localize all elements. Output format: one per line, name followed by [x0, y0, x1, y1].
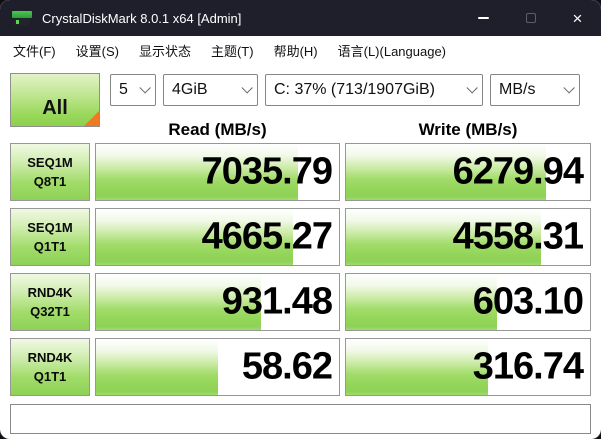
write-value: 316.74	[472, 345, 584, 388]
test-name: RND4K	[27, 350, 73, 365]
read-result-seq1m-q8t1: 7035.79	[95, 143, 340, 201]
maximize-icon	[525, 13, 536, 23]
close-button[interactable]: ×	[554, 0, 601, 36]
corner-marker-icon	[84, 111, 99, 126]
status-bar	[10, 404, 591, 434]
minimize-icon	[478, 17, 489, 19]
results-grid: SEQ1M Q8T1 7035.79 6279.94 SEQ1M Q1T1 46…	[10, 143, 591, 396]
score-bar	[96, 144, 298, 200]
test-name: SEQ1M	[27, 155, 73, 170]
comment-field[interactable]	[10, 404, 591, 434]
write-result-rnd4k-q1t1: 316.74	[345, 338, 591, 396]
write-result-seq1m-q1t1: 4558.31	[345, 208, 591, 266]
menu-help[interactable]: 帮助(H)	[273, 43, 318, 59]
read-column-header: Read (MB/s)	[168, 120, 267, 139]
write-value: 4558.31	[452, 215, 584, 258]
write-result-seq1m-q8t1: 6279.94	[345, 143, 591, 201]
score-bar	[96, 339, 218, 395]
score-bar	[346, 274, 498, 330]
test-queue: Q1T1	[33, 369, 67, 384]
write-value: 6279.94	[452, 150, 584, 193]
window-controls: ×	[460, 0, 601, 36]
read-result-rnd4k-q32t1: 931.48	[95, 273, 340, 331]
window-title: CrystalDiskMark 8.0.1 x64 [Admin]	[42, 10, 242, 26]
test-count-select[interactable]: 5	[110, 74, 156, 106]
write-column-header: Write (MB/s)	[418, 120, 518, 139]
test-queue: Q8T1	[33, 174, 67, 189]
test-button-seq1m-q1t1[interactable]: SEQ1M Q1T1	[10, 208, 90, 266]
menu-language[interactable]: 语言(L)(Language)	[337, 43, 447, 59]
score-bar	[346, 339, 488, 395]
read-value: 58.62	[241, 345, 333, 388]
title-bar: CrystalDiskMark 8.0.1 x64 [Admin] ×	[0, 0, 601, 36]
test-queue: Q32T1	[30, 304, 70, 319]
unit-select[interactable]: MB/s	[490, 74, 580, 106]
read-result-seq1m-q1t1: 4665.27	[95, 208, 340, 266]
run-all-label: All	[42, 97, 68, 119]
test-name: RND4K	[27, 285, 73, 300]
menu-view-status[interactable]: 显示状态	[138, 43, 191, 59]
chevron-down-icon	[466, 82, 478, 94]
menu-bar: 文件(F) 设置(S) 显示状态 主题(T) 帮助(H) 语言(L)(Langu…	[0, 36, 601, 64]
menu-theme[interactable]: 主题(T)	[210, 43, 254, 59]
test-button-rnd4k-q1t1[interactable]: RND4K Q1T1	[10, 338, 90, 396]
menu-settings[interactable]: 设置(S)	[75, 43, 119, 59]
test-queue: Q1T1	[33, 239, 67, 254]
minimize-button[interactable]	[460, 0, 507, 36]
app-disk-icon	[12, 10, 32, 27]
chevron-down-icon	[139, 82, 151, 94]
score-bar	[346, 144, 547, 200]
write-result-rnd4k-q32t1: 603.10	[345, 273, 591, 331]
score-bar	[346, 209, 542, 265]
read-value: 931.48	[221, 280, 333, 323]
test-button-rnd4k-q32t1[interactable]: RND4K Q32T1	[10, 273, 90, 331]
column-headers: Read (MB/s) Write (MB/s)	[10, 117, 591, 143]
toolbar: All 5 4GiB C: 37% (713/1907GiB) MB/s	[0, 73, 601, 127]
chevron-down-icon	[241, 82, 253, 94]
test-button-seq1m-q8t1[interactable]: SEQ1M Q8T1	[10, 143, 90, 201]
maximize-button[interactable]	[507, 0, 554, 36]
run-all-button[interactable]: All	[10, 73, 100, 127]
read-result-rnd4k-q1t1: 58.62	[95, 338, 340, 396]
target-drive-select[interactable]: C: 37% (713/1907GiB)	[265, 74, 483, 106]
score-bar	[96, 274, 262, 330]
test-name: SEQ1M	[27, 220, 73, 235]
chevron-down-icon	[563, 82, 575, 94]
test-size-select[interactable]: 4GiB	[163, 74, 258, 106]
close-icon: ×	[572, 8, 583, 28]
read-value: 4665.27	[201, 215, 333, 258]
menu-file[interactable]: 文件(F)	[13, 43, 56, 59]
write-value: 603.10	[472, 280, 584, 323]
score-bar	[96, 209, 293, 265]
read-value: 7035.79	[201, 150, 333, 193]
